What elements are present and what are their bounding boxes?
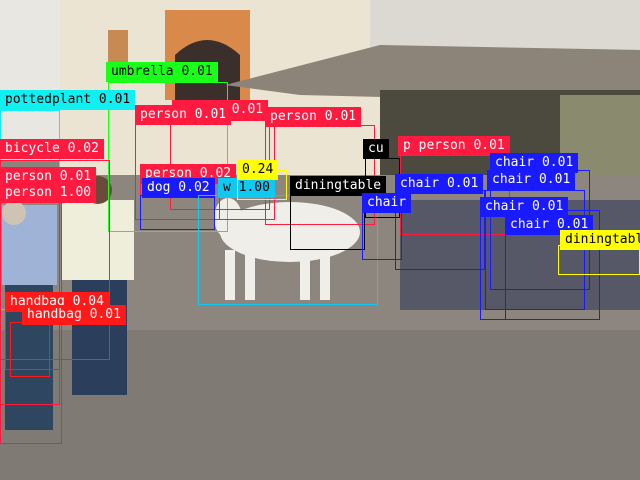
detection-label-handbag: handbag 0.01 xyxy=(22,305,126,325)
detection-box-cow xyxy=(198,195,378,305)
detection-label-chair: chair 0.01 xyxy=(490,153,579,173)
detection-label-chair: chair 0.01 xyxy=(395,174,484,194)
detection-label-dog: dog 0.02 xyxy=(142,178,215,198)
detection-label-chair: chair 0.01 xyxy=(480,197,569,217)
detection-label-bicycle: bicycle 0.02 xyxy=(0,139,104,159)
left-building xyxy=(0,0,70,160)
detection-label-cow: w 1.00 xyxy=(218,178,275,198)
detection-label-diningtable: diningtable xyxy=(290,176,387,196)
detection-box-chair xyxy=(362,212,402,260)
detection-box-chair xyxy=(485,190,585,310)
tin-roof xyxy=(225,45,640,100)
detection-label-person: p person 0.01 xyxy=(398,136,510,156)
window xyxy=(108,30,128,62)
detection-label-chair: chair xyxy=(362,193,412,213)
detection-label-cup: cu xyxy=(363,139,389,159)
detection-label-misc: 0.24 xyxy=(237,160,279,180)
detection-label-person: person 0.01 xyxy=(0,167,97,187)
detection-box-handbag xyxy=(10,322,50,377)
detection-label-person: person 0.01 xyxy=(265,107,362,127)
detection-label-person: person 0.01 xyxy=(135,105,232,125)
detection-label-chair: chair 0.01 xyxy=(487,170,576,190)
detection-label-misc: diningtable xyxy=(560,230,640,250)
detection-box-diningtable xyxy=(290,195,365,250)
detection-label-umbrella: umbrella 0.01 xyxy=(106,62,218,82)
detection-box-umbrella xyxy=(108,82,228,232)
detection-label-person: person 1.00 xyxy=(0,183,97,203)
detection-label-pottedplant: pottedplant 0.01 xyxy=(0,90,136,110)
